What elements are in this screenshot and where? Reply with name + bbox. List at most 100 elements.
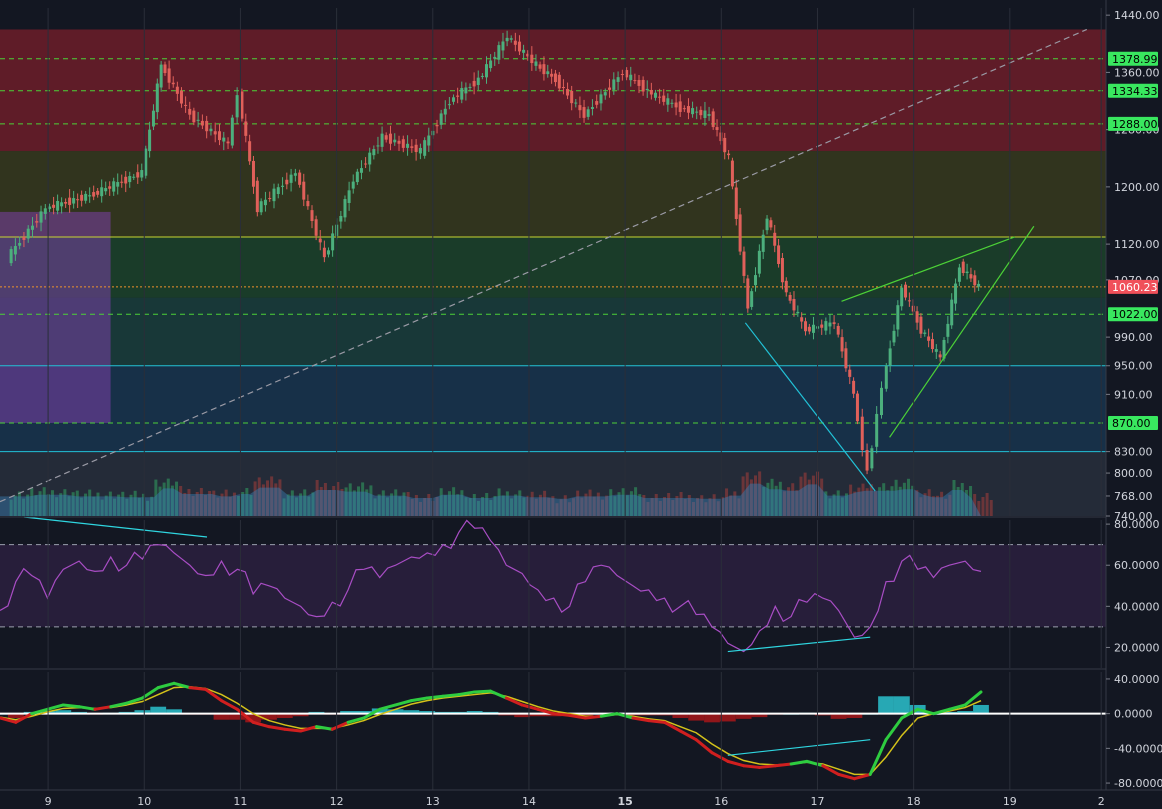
candle-body[interactable] [796, 311, 800, 314]
candle-body[interactable] [616, 77, 620, 82]
candle-body[interactable] [590, 107, 594, 109]
candle-body[interactable] [742, 251, 746, 276]
candle-body[interactable] [645, 88, 649, 91]
candle-body[interactable] [757, 250, 761, 274]
volume-divergence-line[interactable] [23, 516, 208, 538]
candle-body[interactable] [888, 348, 892, 366]
candle-body[interactable] [695, 111, 699, 113]
candle-body[interactable] [84, 193, 88, 201]
candle-body[interactable] [230, 117, 234, 146]
candle-body[interactable] [566, 88, 570, 96]
candle-body[interactable] [497, 45, 501, 60]
candle-body[interactable] [447, 104, 451, 106]
candle-body[interactable] [900, 287, 904, 307]
candle-body[interactable] [715, 127, 719, 130]
candle-body[interactable] [965, 271, 969, 274]
candle-body[interactable] [942, 339, 946, 359]
price-panel[interactable] [0, 28, 1106, 516]
candle-body[interactable] [306, 201, 310, 207]
candle-body[interactable] [769, 220, 773, 228]
candle-body[interactable] [561, 87, 565, 89]
candle-body[interactable] [276, 187, 280, 195]
candle-body[interactable] [493, 56, 497, 59]
candle-body[interactable] [213, 131, 217, 135]
candle-body[interactable] [355, 171, 359, 183]
candle-body[interactable] [136, 172, 140, 178]
candle-body[interactable] [388, 133, 392, 144]
candle-body[interactable] [754, 275, 758, 286]
candle-body[interactable] [200, 120, 204, 126]
candle-body[interactable] [957, 267, 961, 282]
candle-body[interactable] [711, 111, 715, 128]
candle-body[interactable] [26, 228, 30, 239]
candle-body[interactable] [376, 145, 380, 147]
candle-body[interactable] [738, 214, 742, 252]
candle-body[interactable] [875, 413, 879, 447]
candle-body[interactable] [923, 332, 927, 334]
candle-body[interactable] [72, 198, 76, 204]
candle-body[interactable] [686, 106, 690, 113]
candle-body[interactable] [268, 198, 272, 200]
last-price-badge[interactable] [1108, 279, 1158, 294]
candle-body[interactable] [188, 108, 192, 115]
candle-body[interactable] [658, 96, 662, 98]
candle-body[interactable] [969, 274, 973, 279]
candle-body[interactable] [599, 94, 603, 104]
candle-body[interactable] [298, 172, 302, 185]
level-price-badge[interactable] [1108, 415, 1158, 430]
candle-body[interactable] [620, 74, 624, 76]
candle-body[interactable] [522, 49, 526, 53]
candle-body[interactable] [9, 249, 13, 264]
candle-body[interactable] [331, 233, 335, 251]
candle-body[interactable] [828, 322, 832, 327]
candle-body[interactable] [240, 91, 244, 119]
candle-body[interactable] [682, 108, 686, 110]
candle-body[interactable] [904, 284, 908, 298]
candle-body[interactable] [179, 90, 183, 104]
candle-body[interactable] [167, 68, 171, 83]
rsi-divergence-line[interactable] [727, 636, 871, 653]
candle-body[interactable] [973, 275, 977, 286]
candle-body[interactable] [852, 380, 856, 394]
candle-body[interactable] [777, 245, 781, 264]
candle-body[interactable] [222, 137, 226, 142]
candle-body[interactable] [961, 261, 965, 274]
candle-body[interactable] [397, 140, 401, 144]
candle-body[interactable] [879, 387, 883, 416]
candle-body[interactable] [456, 95, 460, 97]
candle-body[interactable] [509, 38, 513, 40]
candle-body[interactable] [811, 324, 815, 333]
candle-body[interactable] [848, 369, 852, 377]
candle-body[interactable] [427, 135, 431, 146]
candle-body[interactable] [653, 92, 657, 98]
candle-body[interactable] [235, 95, 239, 118]
price-axis-bg[interactable] [1106, 0, 1162, 809]
candle-body[interactable] [171, 82, 175, 85]
candle-body[interactable] [824, 321, 828, 331]
candle-body[interactable] [359, 168, 363, 173]
candle-body[interactable] [380, 133, 384, 147]
candle-body[interactable] [144, 148, 148, 176]
candle-body[interactable] [52, 204, 56, 208]
candle-body[interactable] [88, 195, 92, 197]
level-price-badge[interactable] [1108, 307, 1158, 322]
candle-body[interactable] [919, 316, 923, 334]
candle-body[interactable] [30, 225, 34, 230]
candle-body[interactable] [678, 101, 682, 112]
candle-body[interactable] [104, 188, 108, 192]
candle-body[interactable] [930, 339, 934, 350]
macd-divergence-line[interactable] [727, 739, 871, 756]
candle-body[interactable] [339, 215, 343, 222]
candle-body[interactable] [674, 102, 678, 108]
candle-body[interactable] [517, 41, 521, 52]
candle-body[interactable] [484, 64, 488, 78]
candle-body[interactable] [896, 305, 900, 330]
candle-body[interactable] [570, 90, 574, 104]
candle-body[interactable] [423, 140, 427, 156]
candle-body[interactable] [946, 323, 950, 337]
candle-body[interactable] [35, 221, 39, 223]
candle-body[interactable] [159, 64, 163, 88]
candle-body[interactable] [410, 146, 414, 148]
candle-body[interactable] [950, 299, 954, 326]
candle-body[interactable] [80, 194, 84, 201]
